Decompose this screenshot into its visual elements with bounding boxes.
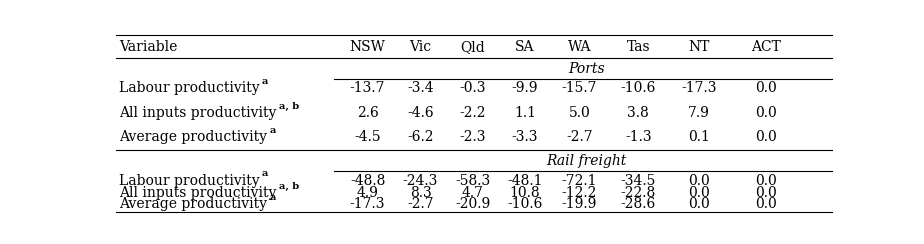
Text: 2.6: 2.6 (357, 106, 379, 120)
Text: 0.1: 0.1 (688, 130, 710, 144)
Text: 0.0: 0.0 (688, 186, 710, 200)
Text: -72.1: -72.1 (562, 173, 597, 188)
Text: All inputs productivity: All inputs productivity (119, 106, 276, 120)
Text: -1.3: -1.3 (625, 130, 651, 144)
Text: -9.9: -9.9 (512, 81, 539, 95)
Text: Ports: Ports (568, 62, 604, 76)
Text: SA: SA (516, 40, 535, 54)
Text: -17.3: -17.3 (350, 197, 385, 211)
Text: 10.8: 10.8 (510, 186, 541, 200)
Text: 4.7: 4.7 (462, 186, 484, 200)
Text: -24.3: -24.3 (403, 173, 438, 188)
Text: -6.2: -6.2 (407, 130, 433, 144)
Text: All inputs productivity: All inputs productivity (119, 186, 276, 200)
Text: Variable: Variable (119, 40, 177, 54)
Text: -3.4: -3.4 (407, 81, 434, 95)
Text: 3.8: 3.8 (627, 106, 650, 120)
Text: a: a (269, 193, 275, 202)
Text: 0.0: 0.0 (688, 197, 710, 211)
Text: Labour productivity: Labour productivity (119, 173, 260, 188)
Text: Rail freight: Rail freight (546, 154, 626, 168)
Text: a, b: a, b (279, 102, 298, 111)
Text: -12.2: -12.2 (562, 186, 597, 200)
Text: -48.1: -48.1 (507, 173, 543, 188)
Text: -10.6: -10.6 (621, 81, 656, 95)
Text: -58.3: -58.3 (456, 173, 491, 188)
Text: a, b: a, b (279, 182, 298, 191)
Text: WA: WA (567, 40, 591, 54)
Text: 0.0: 0.0 (755, 130, 776, 144)
Text: 0.0: 0.0 (755, 81, 776, 95)
Text: NSW: NSW (349, 40, 385, 54)
Text: 7.9: 7.9 (688, 106, 710, 120)
Text: 0.0: 0.0 (755, 186, 776, 200)
Text: -4.5: -4.5 (354, 130, 381, 144)
Text: -20.9: -20.9 (456, 197, 491, 211)
Text: -2.7: -2.7 (407, 197, 434, 211)
Text: 5.0: 5.0 (568, 106, 590, 120)
Text: Average productivity: Average productivity (119, 130, 267, 144)
Text: -0.3: -0.3 (459, 81, 486, 95)
Text: -2.7: -2.7 (566, 130, 593, 144)
Text: a: a (269, 126, 275, 135)
Text: Average productivity: Average productivity (119, 197, 267, 211)
Text: Qld: Qld (460, 40, 485, 54)
Text: ACT: ACT (751, 40, 781, 54)
Text: -48.8: -48.8 (350, 173, 385, 188)
Text: 0.0: 0.0 (755, 197, 776, 211)
Text: 0.0: 0.0 (755, 173, 776, 188)
Text: -28.6: -28.6 (621, 197, 656, 211)
Text: 8.3: 8.3 (409, 186, 432, 200)
Text: a: a (261, 169, 268, 178)
Text: NT: NT (688, 40, 710, 54)
Text: -22.8: -22.8 (621, 186, 656, 200)
Text: -2.3: -2.3 (459, 130, 486, 144)
Text: -2.2: -2.2 (459, 106, 486, 120)
Text: 0.0: 0.0 (755, 106, 776, 120)
Text: -15.7: -15.7 (562, 81, 597, 95)
Text: a: a (261, 77, 268, 86)
Text: -4.6: -4.6 (407, 106, 434, 120)
Text: -19.9: -19.9 (562, 197, 597, 211)
Text: 1.1: 1.1 (514, 106, 536, 120)
Text: -17.3: -17.3 (681, 81, 717, 95)
Text: 0.0: 0.0 (688, 173, 710, 188)
Text: Vic: Vic (409, 40, 432, 54)
Text: Tas: Tas (626, 40, 650, 54)
Text: -10.6: -10.6 (507, 197, 542, 211)
Text: 4.9: 4.9 (357, 186, 379, 200)
Text: -3.3: -3.3 (512, 130, 539, 144)
Text: Labour productivity: Labour productivity (119, 81, 260, 95)
Text: -13.7: -13.7 (350, 81, 385, 95)
Text: -34.5: -34.5 (621, 173, 656, 188)
